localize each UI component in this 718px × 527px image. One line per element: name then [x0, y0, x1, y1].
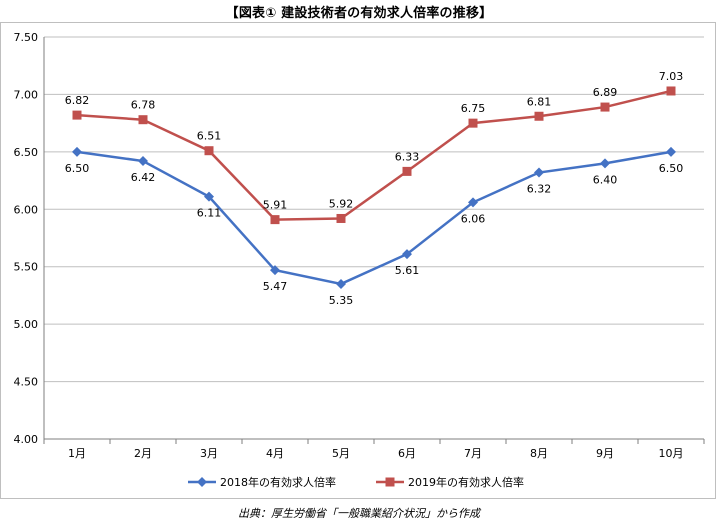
data-point	[138, 115, 148, 125]
x-tick-label: 3月	[200, 447, 218, 460]
data-label: 5.92	[329, 197, 354, 210]
y-tick-label: 6.00	[14, 203, 39, 216]
data-point	[72, 110, 82, 120]
x-tick-label: 5月	[332, 447, 350, 460]
x-tick-label: 6月	[398, 447, 416, 460]
data-label: 5.91	[263, 199, 288, 212]
data-label: 6.51	[197, 130, 222, 143]
data-label: 6.32	[527, 183, 552, 196]
data-label: 6.06	[461, 212, 486, 225]
x-tick-label: 8月	[530, 447, 548, 460]
data-point	[600, 102, 610, 112]
data-label: 6.40	[593, 173, 618, 186]
data-point	[402, 166, 412, 176]
data-label: 6.11	[197, 207, 222, 220]
x-tick-label: 4月	[266, 447, 284, 460]
x-tick-label: 2月	[134, 447, 152, 460]
chart-title: 【図表① 建設技術者の有効求人倍率の推移】	[225, 6, 493, 21]
legend-label: 2018年の有効求人倍率	[220, 475, 336, 489]
y-tick-label: 4.00	[14, 433, 39, 446]
data-point	[270, 215, 280, 225]
data-point	[336, 213, 346, 223]
y-tick-label: 4.50	[14, 376, 39, 389]
legend-marker	[197, 477, 207, 487]
data-label: 6.89	[593, 86, 618, 99]
data-label: 7.03	[659, 70, 684, 83]
data-point	[204, 146, 214, 156]
data-label: 5.61	[395, 264, 420, 277]
y-tick-label: 6.50	[14, 146, 39, 159]
y-tick-label: 7.00	[14, 88, 39, 101]
data-label: 6.78	[131, 99, 156, 112]
data-point	[204, 191, 214, 202]
data-point	[468, 197, 478, 208]
source-note: 出典：厚生労働省「一般職業紹介状況」から作成	[238, 507, 480, 520]
data-label: 6.81	[527, 95, 552, 108]
data-point	[468, 118, 478, 128]
data-point	[336, 278, 346, 289]
data-label: 6.82	[65, 94, 90, 107]
series-line-1	[76, 150, 672, 286]
data-point	[600, 158, 610, 169]
data-point	[402, 249, 412, 260]
chart-area	[0, 22, 716, 499]
legend-marker	[385, 477, 395, 487]
data-label: 6.50	[659, 162, 684, 175]
x-tick-label: 1月	[68, 447, 86, 460]
data-point	[138, 156, 148, 167]
data-label: 5.47	[263, 280, 288, 293]
y-tick-label: 5.50	[14, 261, 39, 274]
x-tick-label: 10月	[659, 447, 684, 460]
data-point	[270, 265, 280, 276]
data-label: 6.33	[395, 150, 420, 163]
data-point	[666, 146, 676, 157]
data-point	[72, 146, 82, 157]
y-tick-label: 5.00	[14, 318, 39, 331]
data-label: 6.50	[65, 162, 90, 175]
data-point	[666, 86, 676, 96]
series-line-2	[76, 89, 672, 221]
data-point	[534, 167, 544, 178]
data-label: 6.42	[131, 171, 156, 184]
x-tick-label: 7月	[464, 447, 482, 460]
data-label: 6.75	[461, 102, 486, 115]
data-label: 5.35	[329, 294, 354, 307]
x-tick-label: 9月	[596, 447, 614, 460]
y-tick-label: 7.50	[14, 31, 39, 44]
data-point	[534, 111, 544, 121]
legend-label: 2019年の有効求人倍率	[408, 475, 524, 489]
